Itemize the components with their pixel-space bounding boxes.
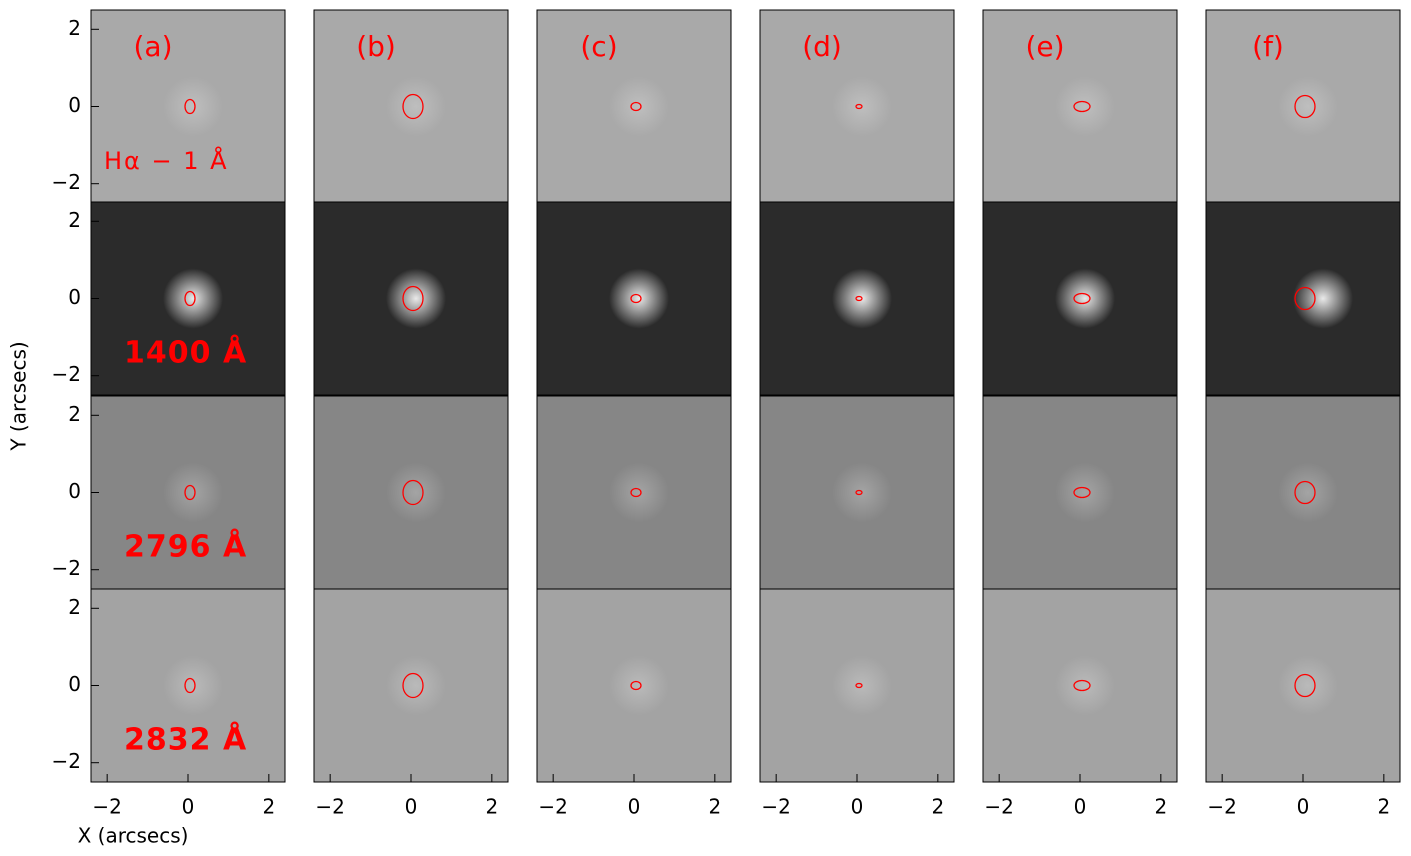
bright-feature [609,77,669,137]
bright-feature [163,269,223,329]
bright-feature [1278,656,1338,716]
figure: X (arcsecs) Y (arcsecs) (a) (b) (c) (d) (e) (… [0,0,1411,852]
x-tick-label: 0 [628,795,641,819]
panel-label: (b) [356,30,396,63]
bright-feature [1055,463,1115,523]
y-tick-label: 2 [68,402,81,426]
x-tick-label: 0 [1297,795,1310,819]
y-tick-label: −2 [52,170,81,194]
y-tick-label: −2 [52,749,81,773]
bright-feature [1055,77,1115,137]
panel-label: (e) [1025,30,1064,63]
bright-feature [1055,269,1115,329]
panel-label: (a) [133,30,172,63]
y-tick-label: 2 [68,595,81,619]
x-tick-label: −2 [315,795,344,819]
bright-feature [609,269,669,329]
x-tick-label: 2 [485,795,498,819]
y-tick-label: −2 [52,556,81,580]
row-label: 2796 Å [124,528,247,565]
y-tick-label: 0 [68,672,81,696]
bright-feature [1278,77,1338,137]
y-tick-label: 2 [68,16,81,40]
bright-feature [1293,269,1353,329]
panel-label: (c) [580,30,617,63]
bright-feature [386,77,446,137]
x-tick-label: −2 [761,795,790,819]
bright-feature [163,463,223,523]
x-tick-label: 0 [405,795,418,819]
x-tick-label: −2 [984,795,1013,819]
row-label: Hα − 1 Å [104,146,229,175]
x-tick-label: 2 [931,795,944,819]
panel-label: (d) [802,30,842,63]
y-tick-label: 2 [68,208,81,232]
x-tick-label: 0 [1074,795,1087,819]
x-tick-label: 2 [1154,795,1167,819]
x-axis-label: X (arcsecs) [78,824,189,848]
x-tick-label: 0 [182,795,195,819]
x-tick-label: 0 [851,795,864,819]
bright-feature [386,656,446,716]
x-tick-label: −2 [538,795,567,819]
x-tick-label: 2 [708,795,721,819]
x-tick-label: 2 [262,795,275,819]
y-tick-label: −2 [52,362,81,386]
y-tick-label: 0 [68,93,81,117]
x-tick-label: −2 [92,795,121,819]
row-label: 2832 Å [124,721,247,758]
x-tick-label: −2 [1207,795,1236,819]
bright-feature [386,463,446,523]
bright-feature [1055,656,1115,716]
bright-feature [1278,463,1338,523]
bright-feature [609,656,669,716]
x-tick-label: 2 [1377,795,1390,819]
y-axis-label: Y (arcsecs) [7,341,31,451]
bright-feature [163,77,223,137]
bright-feature [163,656,223,716]
row-label: 1400 Å [124,334,247,371]
y-tick-label: 0 [68,285,81,309]
y-tick-label: 0 [68,479,81,503]
bright-feature [386,269,446,329]
bright-feature [609,463,669,523]
panel-label: (f) [1252,30,1284,63]
